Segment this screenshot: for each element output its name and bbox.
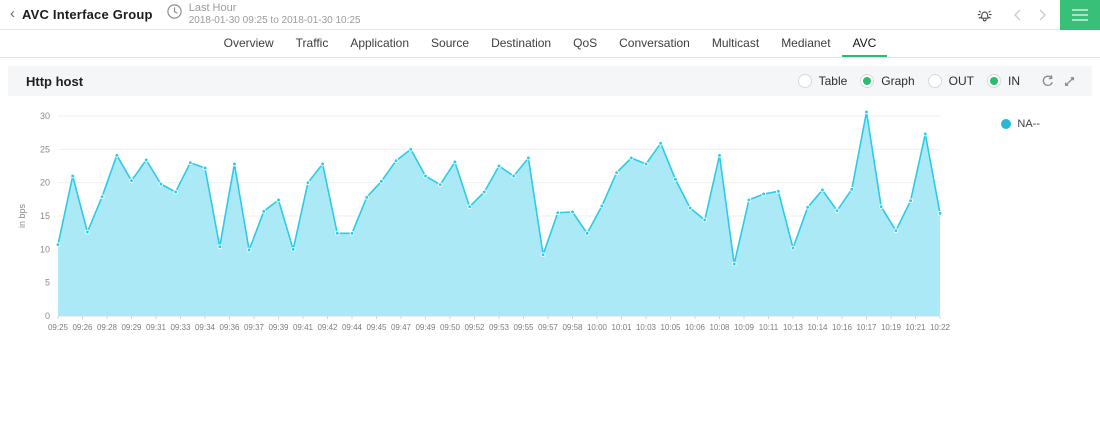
nav-prev-icon[interactable] <box>1006 8 1030 22</box>
svg-text:09:49: 09:49 <box>415 323 436 332</box>
time-range-text: Last Hour 2018-01-30 09:25 to 2018-01-30… <box>189 2 361 26</box>
radio-out[interactable] <box>927 74 942 88</box>
svg-text:10:05: 10:05 <box>660 323 681 332</box>
tab-qos[interactable]: QoS <box>573 36 598 50</box>
svg-text:10:03: 10:03 <box>636 323 657 332</box>
http-host-panel: Http host Table Graph OUT IN 0 5 10 15 20 25 30 in… <box>0 66 1100 347</box>
svg-text:10:09: 10:09 <box>734 323 755 332</box>
svg-text:5: 5 <box>45 278 50 288</box>
svg-text:09:33: 09:33 <box>170 323 191 332</box>
tab-bar: Overview Traffic Application Source Destinat… <box>0 30 1100 58</box>
svg-text:09:45: 09:45 <box>366 323 387 332</box>
tab-avc[interactable]: AVC <box>842 30 888 57</box>
svg-text:09:34: 09:34 <box>195 323 216 332</box>
expand-icon[interactable] <box>1063 75 1076 88</box>
svg-text:09:36: 09:36 <box>219 323 240 332</box>
toggle-group: Table Graph OUT IN <box>797 74 1033 88</box>
panel-header: Http host Table Graph OUT IN <box>8 66 1092 96</box>
svg-text:09:47: 09:47 <box>391 323 412 332</box>
svg-text:09:44: 09:44 <box>342 323 363 332</box>
tab-multicast[interactable]: Multicast <box>711 36 760 50</box>
svg-text:10:11: 10:11 <box>759 323 779 332</box>
panel-title: Http host <box>26 73 84 89</box>
tab-conversation[interactable]: Conversation <box>619 36 690 50</box>
tab-application[interactable]: Application <box>350 36 410 50</box>
time-range-value: 2018-01-30 09:25 to 2018-01-30 10:25 <box>188 15 361 27</box>
svg-text:10:13: 10:13 <box>783 323 804 332</box>
svg-text:09:26: 09:26 <box>72 323 93 332</box>
svg-text:15: 15 <box>40 211 50 221</box>
radio-label-table[interactable]: Table <box>818 74 848 88</box>
header-actions <box>975 0 1100 30</box>
svg-text:09:25: 09:25 <box>48 323 69 332</box>
radio-graph[interactable] <box>860 74 875 88</box>
legend-dot <box>1001 119 1012 129</box>
svg-text:09:58: 09:58 <box>562 323 583 332</box>
chart-legend[interactable]: NA-- <box>1001 118 1040 130</box>
tab-source[interactable]: Source <box>431 36 470 50</box>
alert-bell-icon[interactable] <box>975 6 994 24</box>
clock-icon <box>166 3 183 25</box>
time-range-label: Last Hour <box>188 2 237 15</box>
svg-text:10:17: 10:17 <box>856 323 877 332</box>
svg-text:10:08: 10:08 <box>709 323 730 332</box>
back-icon[interactable]: ‹ <box>10 5 15 22</box>
radio-label-in[interactable]: IN <box>1008 74 1020 88</box>
svg-text:10:21: 10:21 <box>905 323 926 332</box>
svg-text:10:22: 10:22 <box>930 323 951 332</box>
svg-text:in bps: in bps <box>17 203 27 228</box>
radio-label-graph[interactable]: Graph <box>881 74 915 88</box>
radio-in[interactable] <box>987 74 1001 88</box>
svg-text:10:01: 10:01 <box>611 323 632 332</box>
legend-label: NA-- <box>1017 118 1040 130</box>
svg-text:09:31: 09:31 <box>146 323 167 332</box>
svg-text:09:28: 09:28 <box>97 323 118 332</box>
tab-traffic[interactable]: Traffic <box>295 36 329 50</box>
svg-text:09:37: 09:37 <box>244 323 265 332</box>
svg-text:09:29: 09:29 <box>121 323 142 332</box>
svg-text:10:19: 10:19 <box>881 323 902 332</box>
tab-destination[interactable]: Destination <box>491 36 552 50</box>
svg-text:25: 25 <box>40 144 50 154</box>
view-controls: Table Graph OUT IN <box>797 74 1076 88</box>
chart-area: 0 5 10 15 20 25 30 in bps 09:25 09:26 09:28 09:29 09… <box>0 96 1100 347</box>
svg-text:09:39: 09:39 <box>268 323 289 332</box>
svg-text:20: 20 <box>40 178 50 188</box>
svg-text:09:41: 09:41 <box>293 323 314 332</box>
menu-icon[interactable] <box>1060 0 1100 30</box>
radio-label-out[interactable]: OUT <box>948 74 974 88</box>
tab-overview[interactable]: Overview <box>223 36 274 50</box>
svg-text:09:57: 09:57 <box>538 323 559 332</box>
svg-text:09:53: 09:53 <box>489 323 510 332</box>
tab-medianet[interactable]: Medianet <box>781 36 831 50</box>
svg-text:10:00: 10:00 <box>587 323 608 332</box>
time-range-selector[interactable]: Last Hour 2018-01-30 09:25 to 2018-01-30… <box>166 2 361 26</box>
svg-text:10:16: 10:16 <box>832 323 853 332</box>
svg-text:10:06: 10:06 <box>685 323 706 332</box>
radio-table[interactable] <box>797 74 812 88</box>
traffic-area-chart: 0 5 10 15 20 25 30 in bps 09:25 09:26 09:28 09:29 09… <box>17 109 951 332</box>
svg-text:10: 10 <box>40 244 50 254</box>
svg-text:09:42: 09:42 <box>317 323 338 332</box>
app-header: ‹ AVC Interface Group Last Hour 2018-01-… <box>0 0 1100 30</box>
refresh-icon[interactable] <box>1041 74 1055 88</box>
svg-text:0: 0 <box>45 311 50 321</box>
nav-next-icon[interactable] <box>1030 8 1054 22</box>
svg-text:09:55: 09:55 <box>513 323 534 332</box>
svg-text:09:50: 09:50 <box>440 323 461 332</box>
page-title: AVC Interface Group <box>22 7 153 22</box>
svg-text:09:52: 09:52 <box>464 323 485 332</box>
svg-text:30: 30 <box>40 111 50 121</box>
svg-text:10:14: 10:14 <box>807 323 828 332</box>
